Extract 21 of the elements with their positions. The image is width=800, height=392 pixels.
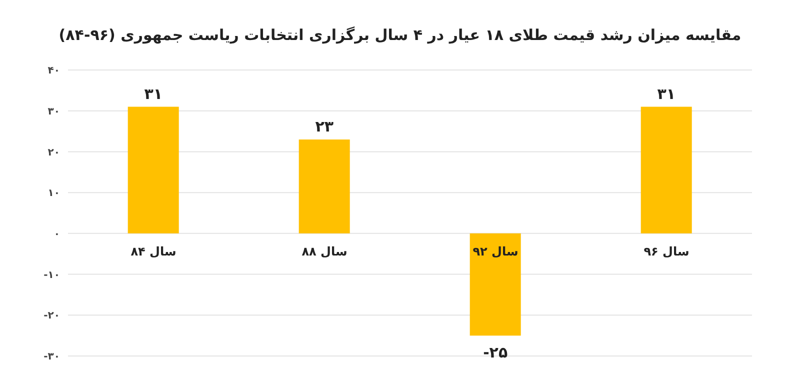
bar [470,233,521,336]
y-tick-label: ۳۰ [48,106,60,118]
y-tick-label: ۰ [54,228,60,240]
chart-title: مقایسه میزان رشد قیمت طلای ۱۸ عیار در ۴ سال برگزاری انتخابات ریاست جمهوری (۹۶-۸۴) [58,26,742,44]
y-tick-label: ۲۰ [48,147,60,158]
y-tick-label: ۱۰ [48,188,60,200]
x-tick-label: سال ۹۲ [472,244,518,258]
data-label: -۲۵ [483,344,508,362]
bar [298,139,350,234]
data-label: ۳۱ [144,84,163,103]
y-tick-label: ۴۰ [48,66,60,77]
y-tick-label: -۳۰ [44,352,60,363]
data-label: ۳۱ [657,84,676,103]
y-tick-label: -۱۰ [44,270,60,281]
data-label: ۲۳ [315,117,334,136]
bar [640,106,692,234]
x-tick-label: سال ۸۸ [302,244,348,258]
x-tick-label: سال ۹۶ [644,244,690,258]
bar [128,106,179,234]
x-tick-label: سال ۸۴ [130,244,176,258]
y-tick-label: -۲۰ [44,310,60,322]
